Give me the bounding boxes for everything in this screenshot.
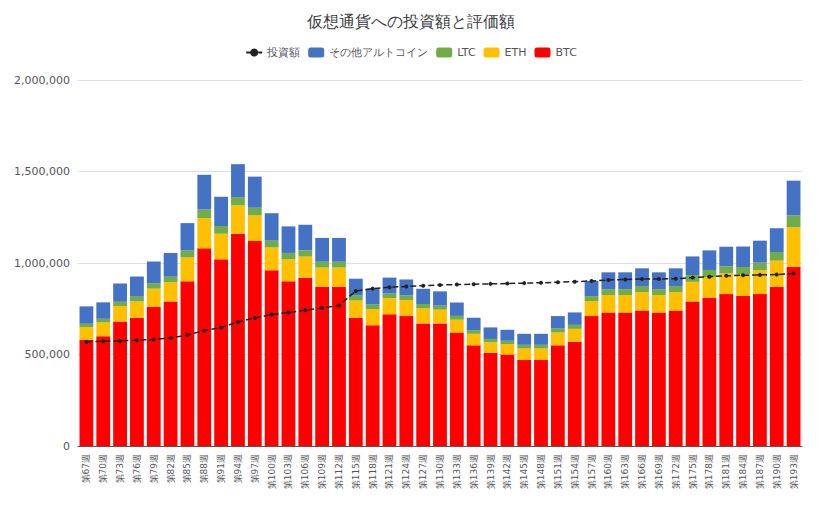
svg-text:第100週: 第100週: [267, 454, 277, 489]
svg-text:第124週: 第124週: [401, 454, 411, 489]
svg-text:第97週: 第97週: [250, 454, 260, 483]
svg-text:第103週: 第103週: [283, 454, 293, 489]
svg-text:第136週: 第136週: [469, 454, 479, 489]
svg-text:その他アルトコイン: その他アルトコイン: [329, 46, 428, 59]
svg-text:第142週: 第142週: [502, 454, 512, 489]
svg-text:第67週: 第67週: [81, 454, 91, 483]
svg-text:第133週: 第133週: [452, 454, 462, 489]
svg-text:第73週: 第73週: [115, 454, 125, 483]
svg-text:第106週: 第106週: [300, 454, 310, 489]
svg-text:仮想通貨への投資額と評価額: 仮想通貨への投資額と評価額: [306, 12, 515, 31]
svg-text:第139週: 第139週: [486, 454, 496, 489]
svg-text:第115週: 第115週: [351, 454, 361, 489]
svg-text:BTC: BTC: [556, 46, 578, 59]
svg-text:第112週: 第112週: [334, 454, 344, 489]
svg-text:1,500,000: 1,500,000: [14, 165, 70, 178]
svg-text:第85週: 第85週: [182, 454, 192, 483]
svg-text:ETH: ETH: [505, 46, 527, 59]
svg-text:第160週: 第160週: [603, 454, 613, 489]
svg-text:第163週: 第163週: [620, 454, 630, 489]
svg-text:第175週: 第175週: [688, 454, 698, 489]
svg-text:第130週: 第130週: [435, 454, 445, 489]
svg-text:LTC: LTC: [457, 46, 476, 59]
svg-text:第184週: 第184週: [738, 454, 748, 489]
svg-text:第109週: 第109週: [317, 454, 327, 489]
svg-text:投資額: 投資額: [266, 46, 300, 59]
svg-text:第88週: 第88週: [199, 454, 209, 483]
svg-text:第82週: 第82週: [166, 454, 176, 483]
svg-text:第187週: 第187週: [755, 454, 765, 489]
svg-text:第172週: 第172週: [671, 454, 681, 489]
svg-text:第166週: 第166週: [637, 454, 647, 489]
svg-text:第193週: 第193週: [789, 454, 799, 489]
svg-text:第178週: 第178週: [704, 454, 714, 489]
svg-text:第70週: 第70週: [98, 454, 108, 483]
svg-text:第148週: 第148週: [536, 454, 546, 489]
svg-text:2,000,000: 2,000,000: [14, 74, 70, 87]
svg-text:500,000: 500,000: [25, 348, 71, 361]
svg-text:第145週: 第145週: [519, 454, 529, 489]
svg-text:第169週: 第169週: [654, 454, 664, 489]
svg-text:第190週: 第190週: [772, 454, 782, 489]
svg-text:0: 0: [63, 440, 70, 453]
svg-text:第121週: 第121週: [384, 454, 394, 489]
svg-text:第118週: 第118週: [368, 454, 378, 489]
svg-text:第79週: 第79週: [149, 454, 159, 483]
svg-text:第151週: 第151週: [553, 454, 563, 489]
svg-text:第76週: 第76週: [132, 454, 142, 483]
svg-text:第127週: 第127週: [418, 454, 428, 489]
svg-text:第91週: 第91週: [216, 454, 226, 483]
svg-text:1,000,000: 1,000,000: [14, 257, 70, 270]
svg-text:第181週: 第181週: [721, 454, 731, 489]
svg-text:第157週: 第157週: [587, 454, 597, 489]
svg-text:第154週: 第154週: [570, 454, 580, 489]
svg-text:第94週: 第94週: [233, 454, 243, 483]
